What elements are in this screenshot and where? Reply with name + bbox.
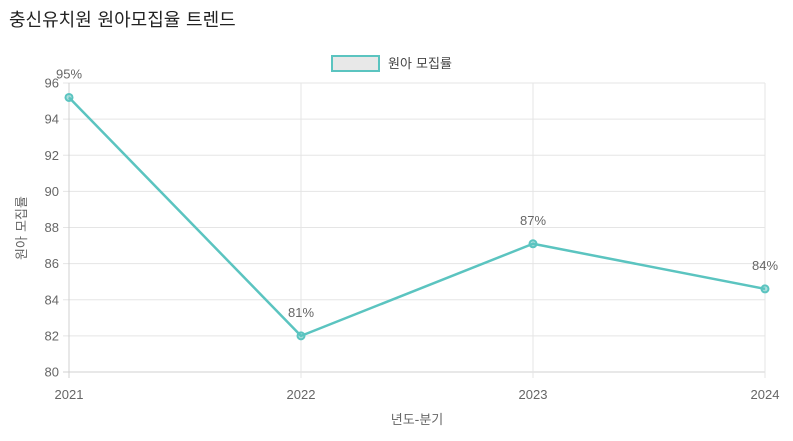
data-point [760,284,770,294]
data-labels: 95% 81% 87% 84% [56,66,778,319]
y-tick-label: 80 [45,365,59,380]
legend[interactable]: 원아 모집률 [331,55,452,72]
x-tick-label: 2022 [287,387,316,402]
data-label: 81% [288,305,314,320]
y-tick-label: 94 [45,112,59,127]
x-axis-title: 년도-분기 [391,413,444,428]
y-tick-label: 82 [45,328,59,343]
y-tick-label: 92 [45,148,59,163]
chart-gridlines [63,82,766,378]
legend-swatch [331,55,380,72]
data-point [296,331,306,341]
y-tick-label: 90 [45,184,59,199]
x-tick-label: 2021 [55,387,84,402]
x-tick-label: 2024 [751,387,780,402]
y-axis-ticks: 80 82 84 86 88 90 92 94 96 [45,76,59,380]
y-tick-label: 86 [45,256,59,271]
y-tick-label: 84 [45,292,59,307]
x-axis-ticks: 2021 2022 2023 2024 [55,387,780,402]
y-tick-label: 96 [45,76,59,91]
data-point [528,239,538,249]
series-line [68,96,766,338]
data-label: 87% [520,213,546,228]
y-axis-title: 원아 모집률 [15,196,30,260]
x-tick-label: 2023 [519,387,548,402]
page-title: 충신유치원 원아모집율 트렌드 [9,10,236,31]
chart-series [64,92,770,341]
data-label: 84% [752,258,778,273]
legend-label: 원아 모집률 [388,57,452,72]
data-label: 95% [56,66,82,81]
y-tick-label: 88 [45,220,59,235]
data-point [64,92,74,102]
